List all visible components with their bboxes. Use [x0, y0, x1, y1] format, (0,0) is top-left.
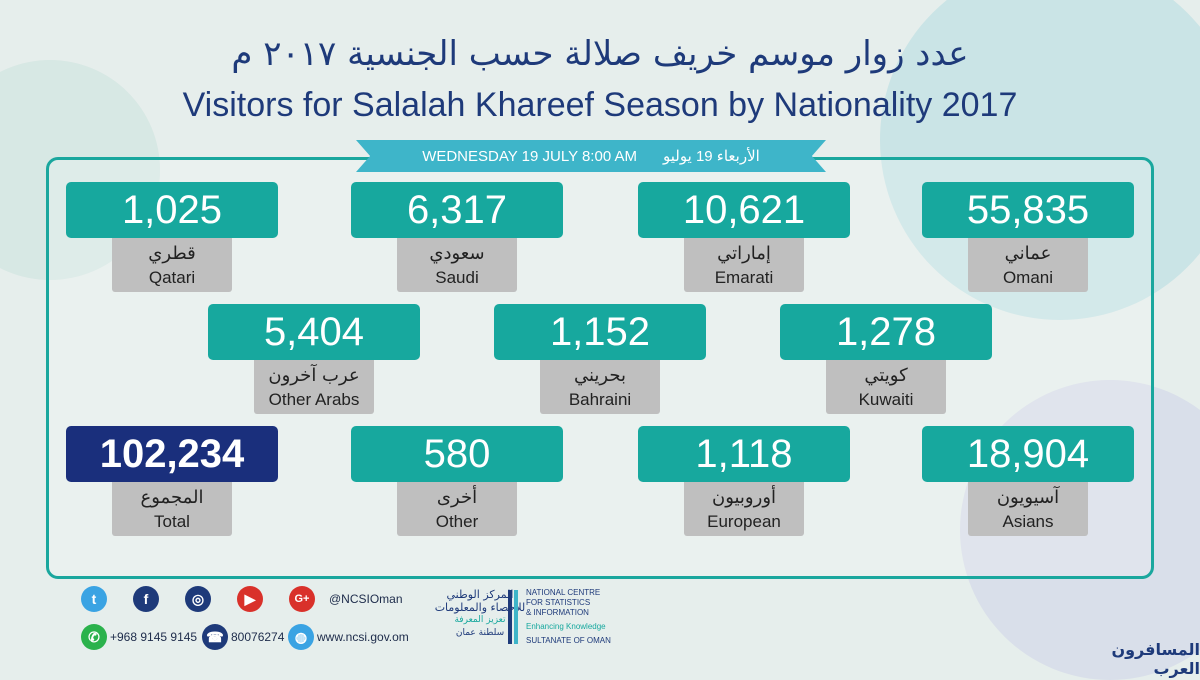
- stat-other-arabs: 5,404 عرب آخرون Other Arabs: [208, 304, 420, 424]
- stat-label-arabic: بحريني: [573, 365, 626, 386]
- logo-en-line: & INFORMATION: [526, 608, 589, 617]
- logo-ar-line: المركز الوطني: [446, 588, 514, 601]
- social-handle[interactable]: @NCSIOman: [329, 592, 403, 606]
- whatsapp-number[interactable]: +968 9145 9145: [110, 630, 198, 644]
- stat-label-english: Other Arabs: [268, 390, 360, 409]
- stat-bahraini: 1,152 بحريني Bahraini: [494, 304, 706, 424]
- logo-en-line: NATIONAL CENTRE: [526, 588, 601, 597]
- stat-label: بحريني Bahraini: [540, 360, 660, 414]
- whatsapp-icon: ✆: [81, 624, 107, 650]
- stat-value: 5,404: [208, 304, 420, 360]
- stat-label-english: Kuwaiti: [858, 390, 914, 409]
- stat-label-arabic: عرب آخرون: [268, 365, 360, 386]
- stat-value: 102,234: [66, 426, 278, 482]
- stat-european: 1,118 أوروبيون European: [638, 426, 850, 546]
- stat-label: أوروبيون European: [684, 482, 804, 536]
- date-english: WEDNESDAY 19 JULY 8:00 AM: [422, 147, 637, 165]
- stat-label-arabic: أخرى: [436, 487, 478, 508]
- stat-value: 1,278: [780, 304, 992, 360]
- watermark: المسافرون العرب: [1111, 640, 1200, 678]
- phone-icon: ☎: [202, 624, 228, 650]
- stat-label-english: Saudi: [435, 268, 479, 287]
- logo-en-line: FOR STATISTICS: [526, 598, 591, 607]
- stat-label-arabic: عماني: [1004, 243, 1052, 264]
- page-title-english: Visitors for Salalah Khareef Season by N…: [182, 86, 1018, 124]
- logo-en-line: SULTANATE OF OMAN: [526, 636, 611, 645]
- stat-label-english: Other: [435, 512, 479, 531]
- stat-kuwaiti: 1,278 كويتي Kuwaiti: [780, 304, 992, 424]
- phone-number[interactable]: 80076274: [231, 630, 285, 644]
- stat-label-english: Bahraini: [568, 390, 632, 409]
- stat-value: 1,152: [494, 304, 706, 360]
- page-title-arabic: عدد زوار موسم خريف صلالة حسب الجنسية ٢٠١…: [231, 34, 969, 74]
- stat-value: 55,835: [922, 182, 1134, 238]
- stat-value: 1,118: [638, 426, 850, 482]
- stat-label: عماني Omani: [968, 238, 1088, 292]
- stat-label-english: Qatari: [148, 268, 196, 287]
- logo-ar-line: تعزيز المعرفة: [454, 615, 506, 625]
- ncsi-logo-english: NATIONAL CENTRE FOR STATISTICS & INFORMA…: [526, 588, 636, 646]
- instagram-icon[interactable]: ◎: [185, 586, 211, 612]
- stat-saudi: 6,317 سعودي Saudi: [351, 182, 563, 302]
- googleplus-icon[interactable]: G+: [289, 586, 315, 612]
- stat-label: كويتي Kuwaiti: [826, 360, 946, 414]
- logo-en-line: Enhancing Knowledge: [526, 622, 606, 631]
- stat-label-english: Omani: [1002, 268, 1054, 287]
- stat-value: 1,025: [66, 182, 278, 238]
- stat-label: قطري Qatari: [112, 238, 232, 292]
- facebook-icon[interactable]: f: [133, 586, 159, 612]
- stat-value: 18,904: [922, 426, 1134, 482]
- stat-value: 6,317: [351, 182, 563, 238]
- stat-total: 102,234 المجموع Total: [66, 426, 278, 546]
- logo-ar-line: للإحصاء والمعلومات: [434, 601, 526, 614]
- stat-label-arabic: إماراتي: [717, 243, 771, 264]
- stat-label: عرب آخرون Other Arabs: [254, 360, 374, 414]
- ncsi-logo-arabic: المركز الوطني للإحصاء والمعلومات تعزيز ا…: [430, 588, 530, 640]
- stat-value: 580: [351, 426, 563, 482]
- stat-label: المجموع Total: [112, 482, 232, 536]
- stat-label-arabic: قطري: [148, 243, 196, 264]
- ncsi-logo-mark: [508, 590, 518, 644]
- stat-label: إماراتي Emarati: [684, 238, 804, 292]
- stat-label-english: Asians: [1002, 512, 1054, 531]
- stat-label-english: European: [707, 512, 781, 531]
- logo-ar-line: سلطنة عمان: [455, 628, 505, 638]
- stat-label-english: Emarati: [714, 268, 774, 287]
- twitter-icon[interactable]: t: [81, 586, 107, 612]
- stat-label-arabic: سعودي: [429, 243, 485, 264]
- stat-emarati: 10,621 إماراتي Emarati: [638, 182, 850, 302]
- stat-label-english: Total: [154, 512, 190, 531]
- stat-value: 10,621: [638, 182, 850, 238]
- stat-label: آسيويون Asians: [968, 482, 1088, 536]
- stat-omani: 55,835 عماني Omani: [922, 182, 1134, 302]
- stat-qatari: 1,025 قطري Qatari: [66, 182, 278, 302]
- youtube-icon[interactable]: ▶: [237, 586, 263, 612]
- date-ribbon: WEDNESDAY 19 JULY 8:00 AM الأربعاء 19 يو…: [356, 140, 826, 172]
- stat-label: أخرى Other: [397, 482, 517, 536]
- stat-asians: 18,904 آسيويون Asians: [922, 426, 1134, 546]
- website-link[interactable]: www.ncsi.gov.om: [317, 630, 409, 644]
- stat-label-arabic: آسيويون: [996, 487, 1060, 508]
- globe-icon: ◍: [288, 624, 314, 650]
- stat-label-arabic: كويتي: [864, 365, 908, 386]
- stat-label-arabic: المجموع: [140, 487, 204, 508]
- stat-label: سعودي Saudi: [397, 238, 517, 292]
- date-arabic: الأربعاء 19 يوليو: [663, 148, 760, 165]
- stat-label-arabic: أوروبيون: [711, 487, 777, 508]
- stat-other: 580 أخرى Other: [351, 426, 563, 546]
